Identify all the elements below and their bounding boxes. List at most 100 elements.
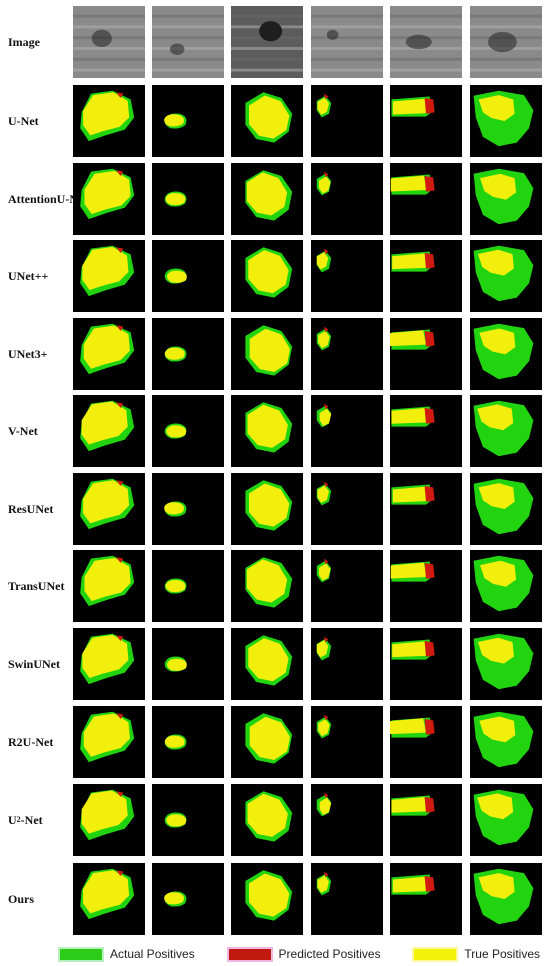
segmentation-mask <box>470 318 542 390</box>
segmentation-mask <box>390 163 462 235</box>
ultrasound-image <box>152 6 224 78</box>
row-label: R2U-Net <box>8 734 54 749</box>
grid-row: U 2 -Net <box>0 784 550 856</box>
segmentation-mask <box>152 550 224 622</box>
segmentation-mask <box>311 628 383 700</box>
segmentation-mask <box>231 85 303 157</box>
grid-row: ResUNet <box>0 473 550 545</box>
segmentation-mask <box>231 863 303 935</box>
segmentation-mask <box>390 240 462 312</box>
ultrasound-image <box>311 6 383 78</box>
grid-row: R2U-Net <box>0 706 550 778</box>
predicted-positives-label: Predicted Positives <box>278 947 381 961</box>
grid-row: U-Net <box>0 85 550 157</box>
grid-row: UNet++ <box>0 240 550 312</box>
true-positives-label: True Positives <box>464 947 540 961</box>
segmentation-mask <box>470 240 542 312</box>
grid-row: Image <box>0 6 550 78</box>
row-label: UNet++ <box>8 268 49 283</box>
segmentation-mask <box>152 318 224 390</box>
segmentation-mask <box>152 628 224 700</box>
segmentation-mask <box>390 706 462 778</box>
row-label: ResUNet <box>8 501 54 516</box>
ultrasound-image <box>390 6 462 78</box>
segmentation-mask <box>152 784 224 856</box>
segmentation-mask <box>311 318 383 390</box>
segmentation-mask <box>311 395 383 467</box>
segmentation-mask <box>311 784 383 856</box>
row-label: V-Net <box>8 423 38 438</box>
segmentation-mask <box>73 395 145 467</box>
segmentation-mask <box>470 473 542 545</box>
segmentation-mask <box>470 784 542 856</box>
row-label: TransUNet <box>8 578 65 593</box>
segmentation-mask <box>73 784 145 856</box>
segmentation-mask <box>231 784 303 856</box>
segmentation-mask <box>390 395 462 467</box>
segmentation-mask <box>470 395 542 467</box>
segmentation-mask <box>231 473 303 545</box>
segmentation-mask <box>390 318 462 390</box>
segmentation-mask <box>311 240 383 312</box>
legend-true-positives: True Positives <box>414 947 540 961</box>
segmentation-mask <box>470 863 542 935</box>
segmentation-mask <box>73 318 145 390</box>
segmentation-mask <box>470 628 542 700</box>
segmentation-mask <box>311 473 383 545</box>
segmentation-mask <box>152 395 224 467</box>
segmentation-mask <box>73 863 145 935</box>
segmentation-mask <box>73 473 145 545</box>
segmentation-mask <box>152 163 224 235</box>
segmentation-mask <box>311 706 383 778</box>
segmentation-mask <box>311 550 383 622</box>
segmentation-mask <box>390 85 462 157</box>
true-positives-swatch <box>414 948 457 960</box>
segmentation-mask <box>73 706 145 778</box>
grid-row: SwinUNet <box>0 628 550 700</box>
segmentation-mask <box>152 706 224 778</box>
grid-row: Attention U-Net <box>0 163 550 235</box>
actual-positives-swatch <box>60 948 102 960</box>
predicted-positives-swatch <box>228 948 271 960</box>
segmentation-mask <box>152 240 224 312</box>
segmentation-mask <box>311 863 383 935</box>
segmentation-mask <box>73 163 145 235</box>
segmentation-mask <box>231 318 303 390</box>
grid-row: TransUNet <box>0 550 550 622</box>
segmentation-mask <box>73 85 145 157</box>
segmentation-mask <box>231 163 303 235</box>
segmentation-mask <box>152 863 224 935</box>
segmentation-mask <box>231 550 303 622</box>
segmentation-mask <box>73 628 145 700</box>
row-label: U-Net <box>8 113 39 128</box>
grid-row: V-Net <box>0 395 550 467</box>
row-label: Ours <box>8 891 35 906</box>
segmentation-mask <box>152 85 224 157</box>
segmentation-mask <box>470 706 542 778</box>
segmentation-mask <box>470 163 542 235</box>
row-label: SwinUNet <box>8 656 61 671</box>
legend-predicted-positives: Predicted Positives <box>228 947 381 961</box>
segmentation-mask <box>390 550 462 622</box>
segmentation-mask <box>311 163 383 235</box>
legend-actual-positives: Actual Positives <box>60 947 195 961</box>
ultrasound-image <box>73 6 145 78</box>
segmentation-mask <box>231 628 303 700</box>
segmentation-mask <box>231 395 303 467</box>
segmentation-mask <box>231 706 303 778</box>
segmentation-mask <box>390 628 462 700</box>
segmentation-mask <box>470 85 542 157</box>
ultrasound-image <box>470 6 542 78</box>
segmentation-mask <box>390 473 462 545</box>
segmentation-mask <box>470 550 542 622</box>
grid-row: Ours <box>0 863 550 935</box>
segmentation-mask <box>231 240 303 312</box>
legend: Actual Positives Predicted Positives Tru… <box>60 944 550 964</box>
segmentation-mask <box>152 473 224 545</box>
segmentation-mask <box>73 550 145 622</box>
row-label: Image <box>8 34 40 49</box>
actual-positives-label: Actual Positives <box>110 947 195 961</box>
row-label: UNet3+ <box>8 346 48 361</box>
grid-row: UNet3+ <box>0 318 550 390</box>
ultrasound-image <box>231 6 303 78</box>
